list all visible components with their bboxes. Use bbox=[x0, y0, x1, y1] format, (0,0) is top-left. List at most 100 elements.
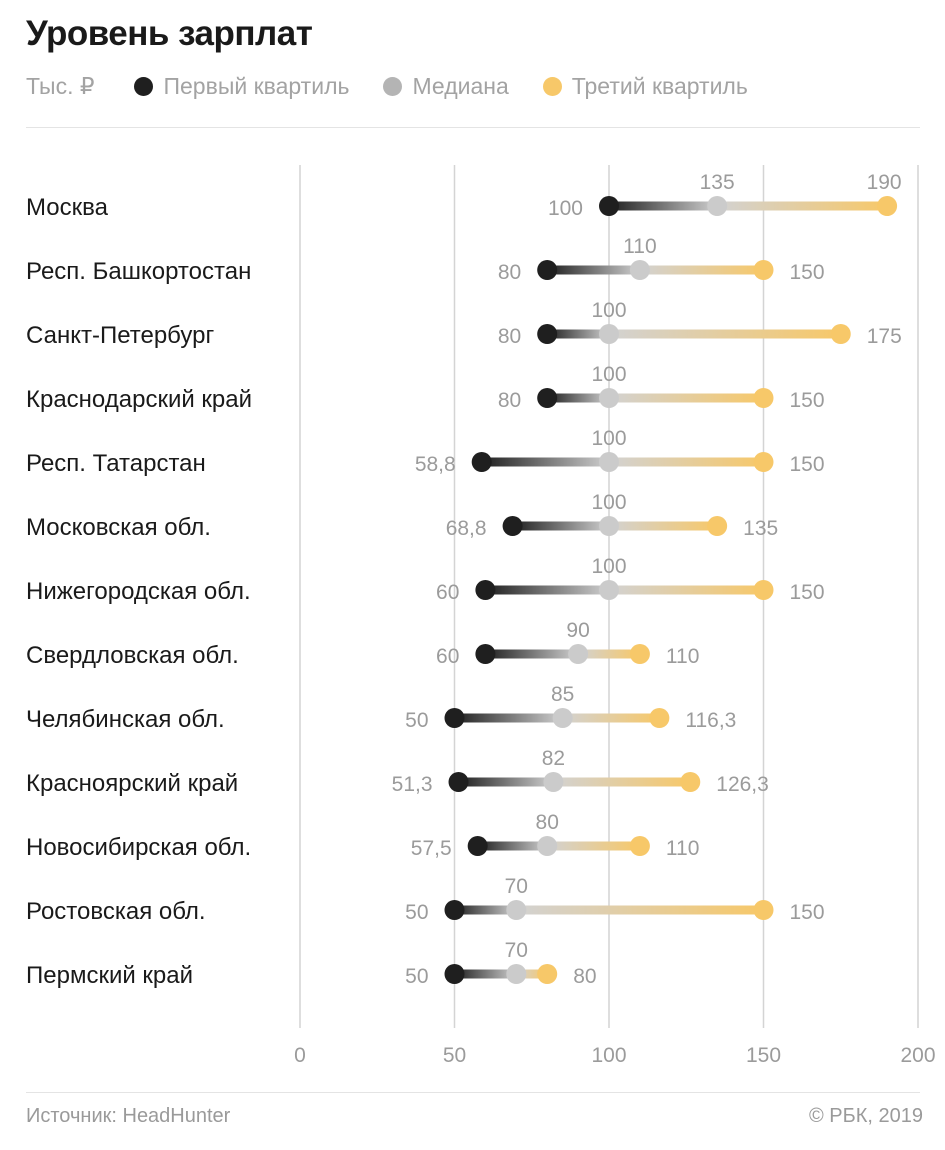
point-first-quartile bbox=[448, 772, 469, 792]
segment-median-q3 bbox=[717, 201, 888, 211]
point-median bbox=[599, 580, 619, 600]
label-median: 82 bbox=[542, 747, 565, 770]
point-third-quartile bbox=[753, 900, 774, 920]
segment-q1-median bbox=[477, 841, 548, 851]
label-third-quartile: 110 bbox=[666, 837, 699, 860]
label-third-quartile: 116,3 bbox=[685, 709, 736, 732]
label-median: 80 bbox=[536, 811, 559, 834]
label-median: 70 bbox=[505, 939, 528, 962]
label-first-quartile: 57,5 bbox=[411, 837, 452, 860]
segment-q1-median bbox=[609, 201, 718, 211]
legend-dot-first-quartile bbox=[134, 76, 154, 96]
point-median bbox=[599, 452, 619, 472]
label-median: 110 bbox=[623, 235, 656, 258]
segment-q1-median bbox=[458, 777, 554, 787]
point-median bbox=[568, 644, 589, 664]
segment-q1-median bbox=[481, 457, 609, 467]
label-median: 100 bbox=[591, 299, 626, 322]
label-first-quartile: 58,8 bbox=[415, 453, 456, 476]
label-third-quartile: 150 bbox=[790, 389, 825, 412]
point-third-quartile bbox=[629, 644, 650, 664]
segment-median-q3 bbox=[609, 393, 764, 403]
label-first-quartile: 50 bbox=[405, 709, 428, 732]
point-first-quartile bbox=[599, 196, 619, 216]
label-median: 100 bbox=[591, 491, 626, 514]
label-third-quartile: 150 bbox=[790, 261, 825, 284]
label-third-quartile: 175 bbox=[867, 325, 902, 348]
point-median bbox=[543, 772, 564, 792]
segment-median-q3 bbox=[609, 457, 764, 467]
point-median bbox=[537, 836, 558, 856]
point-third-quartile bbox=[680, 772, 701, 792]
point-third-quartile bbox=[753, 580, 774, 600]
point-first-quartile bbox=[444, 708, 465, 728]
chart-title: Уровень зарплат bbox=[26, 14, 313, 53]
label-first-quartile: 80 bbox=[498, 261, 521, 284]
bottom-divider bbox=[26, 1092, 920, 1093]
point-first-quartile bbox=[444, 900, 465, 920]
segment-q1-median bbox=[485, 585, 609, 595]
label-third-quartile: 150 bbox=[790, 581, 825, 604]
category-label: Пермский край bbox=[26, 962, 193, 989]
point-median bbox=[552, 708, 573, 728]
unit-label: Тыс. ₽ bbox=[26, 72, 95, 99]
segment-median-q3 bbox=[516, 969, 548, 979]
legend: Тыс. ₽ Первый квартиль Медиана Третий кв… bbox=[26, 70, 782, 102]
label-first-quartile: 100 bbox=[548, 197, 583, 220]
label-median: 135 bbox=[700, 171, 735, 194]
label-first-quartile: 50 bbox=[405, 965, 428, 988]
category-label: Респ. Башкортостан bbox=[26, 258, 251, 285]
label-first-quartile: 80 bbox=[498, 325, 521, 348]
segment-median-q3 bbox=[609, 329, 841, 339]
segment-median-q3 bbox=[639, 265, 764, 275]
point-first-quartile bbox=[471, 452, 492, 472]
point-third-quartile bbox=[753, 452, 774, 472]
label-first-quartile: 80 bbox=[498, 389, 521, 412]
point-third-quartile bbox=[629, 836, 650, 856]
label-median: 100 bbox=[591, 555, 626, 578]
legend-item-third-quartile: Третий квартиль bbox=[542, 72, 748, 100]
legend-dot-median bbox=[383, 76, 403, 96]
segment-q1-median bbox=[454, 713, 563, 723]
segment-median-q3 bbox=[578, 649, 640, 659]
point-median bbox=[599, 388, 619, 408]
point-third-quartile bbox=[753, 260, 774, 280]
category-label: Москва bbox=[26, 194, 109, 221]
point-median bbox=[707, 196, 728, 216]
legend-label-third-quartile: Третий квартиль bbox=[571, 72, 748, 99]
point-median bbox=[506, 964, 527, 984]
label-first-quartile: 68,8 bbox=[446, 517, 487, 540]
segment-q1-median bbox=[512, 521, 609, 531]
point-median bbox=[629, 260, 650, 280]
label-first-quartile: 50 bbox=[405, 901, 428, 924]
category-label: Челябинская обл. bbox=[26, 706, 225, 733]
legend-dot-third-quartile bbox=[542, 76, 562, 96]
segment-q1-median bbox=[454, 905, 517, 915]
segment-median-q3 bbox=[609, 521, 718, 531]
category-label: Респ. Татарстан bbox=[26, 450, 206, 477]
label-first-quartile: 51,3 bbox=[392, 773, 433, 796]
label-third-quartile: 110 bbox=[666, 645, 699, 668]
category-label: Нижегородская обл. bbox=[26, 578, 251, 605]
legend-label-first-quartile: Первый квартиль bbox=[163, 72, 350, 99]
x-tick-label: 0 bbox=[294, 1044, 306, 1067]
top-divider bbox=[26, 127, 920, 128]
point-third-quartile bbox=[753, 388, 774, 408]
point-first-quartile bbox=[502, 516, 523, 536]
x-tick-label: 50 bbox=[443, 1044, 466, 1067]
label-third-quartile: 190 bbox=[867, 171, 902, 194]
point-third-quartile bbox=[830, 324, 851, 344]
copyright-note: © РБК, 2019 bbox=[808, 1105, 923, 1127]
label-median: 100 bbox=[591, 363, 626, 386]
segment-median-q3 bbox=[547, 841, 640, 851]
point-median bbox=[506, 900, 527, 920]
label-median: 90 bbox=[566, 619, 589, 642]
point-first-quartile bbox=[537, 388, 558, 408]
legend-label-median: Медиана bbox=[412, 72, 509, 99]
x-tick-label: 200 bbox=[900, 1044, 935, 1067]
segment-q1-median bbox=[454, 969, 517, 979]
label-third-quartile: 126,3 bbox=[716, 773, 769, 796]
legend-item-median: Медиана bbox=[383, 72, 509, 100]
label-first-quartile: 60 bbox=[436, 581, 459, 604]
